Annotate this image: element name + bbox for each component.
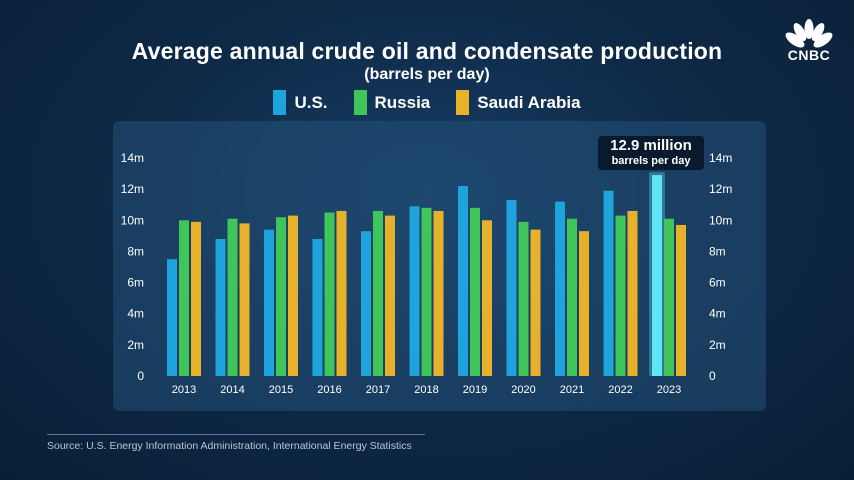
bar-us-2016 <box>312 238 323 376</box>
y-tick-label-left: 14m <box>121 151 144 165</box>
bar-russia-2016 <box>324 212 335 376</box>
y-tick-label-right: 12m <box>709 182 732 196</box>
legend-item-russia: Russia <box>353 90 431 115</box>
y-tick-label-right: 8m <box>709 244 726 258</box>
bar-russia-2018 <box>421 207 432 376</box>
y-tick-label-right: 4m <box>709 307 726 321</box>
bar-russia-2020 <box>518 221 529 376</box>
legend-swatch-saudi <box>456 90 470 115</box>
x-tick-label: 2022 <box>608 384 632 396</box>
x-tick-label: 2018 <box>414 384 438 396</box>
bar-russia-2022 <box>615 215 626 376</box>
bar-saudi-2013 <box>191 221 201 376</box>
bar-us-2022 <box>603 190 614 376</box>
legend-item-saudi: Saudi Arabia <box>456 90 581 115</box>
y-tick-label-left: 12m <box>121 182 144 196</box>
bar-saudi-2021 <box>579 231 589 376</box>
y-tick-label-left: 6m <box>127 276 144 290</box>
x-tick-label: 2017 <box>366 384 390 396</box>
bar-us-2019 <box>458 186 468 376</box>
y-tick-label-left: 0 <box>137 369 144 383</box>
y-tick-label-right: 14m <box>709 151 732 165</box>
chart-subtitle: (barrels per day) <box>364 66 490 83</box>
bar-us-2020 <box>506 200 517 376</box>
bar-saudi-2017 <box>385 215 395 376</box>
callout-unit: barrels per day <box>611 155 691 167</box>
legend: U.S. Russia Saudi Arabia <box>0 90 854 115</box>
y-tick-label-left: 10m <box>121 213 144 227</box>
bar-saudi-2019 <box>482 220 492 376</box>
bar-us-2013 <box>167 259 177 376</box>
x-tick-label: 2020 <box>511 384 535 396</box>
bar-saudi-2016 <box>336 210 347 376</box>
cnbc-peacock-icon <box>785 19 833 48</box>
source-note: Source: U.S. Energy Information Administ… <box>47 440 412 452</box>
legend-swatch-russia <box>353 90 367 115</box>
x-tick-label: 2015 <box>269 384 293 396</box>
bar-russia-2019 <box>470 207 480 376</box>
source-divider <box>47 434 425 435</box>
legend-label-saudi: Saudi Arabia <box>477 92 581 112</box>
y-tick-label-left: 8m <box>127 244 144 258</box>
bar-saudi-2022 <box>627 210 638 376</box>
legend-item-us: U.S. <box>273 90 328 115</box>
x-tick-label: 2023 <box>657 384 681 396</box>
bar-russia-2023 <box>664 218 674 376</box>
bar-saudi-2020 <box>530 229 541 376</box>
bar-russia-2015 <box>276 217 286 376</box>
legend-label-russia: Russia <box>374 92 431 112</box>
y-tick-label-right: 0 <box>709 369 716 383</box>
bar-us-2021 <box>555 201 565 376</box>
bar-us-2014 <box>215 238 226 376</box>
bar-russia-2017 <box>373 210 383 376</box>
bar-saudi-2018 <box>433 210 444 376</box>
callout-2023-us: 12.9 million barrels per day <box>598 136 704 170</box>
bar-russia-2021 <box>567 218 577 376</box>
y-tick-label-right: 2m <box>709 338 726 352</box>
bar-saudi-2014 <box>239 223 250 376</box>
bar-us-2015 <box>264 229 274 376</box>
y-tick-label-right: 10m <box>709 213 732 227</box>
x-tick-label: 2013 <box>172 384 196 396</box>
bar-us-2017 <box>361 231 371 376</box>
y-tick-label-left: 4m <box>127 307 144 321</box>
bar-us-2018 <box>409 206 420 376</box>
bar-saudi-2015 <box>288 215 298 376</box>
x-tick-label: 2021 <box>560 384 584 396</box>
legend-label-us: U.S. <box>294 92 328 112</box>
y-tick-label-left: 2m <box>127 338 144 352</box>
bar-russia-2013 <box>179 220 189 376</box>
bar-russia-2014 <box>227 218 238 376</box>
callout-value: 12.9 million <box>610 137 692 154</box>
x-tick-label: 2014 <box>220 384 244 396</box>
chart-title: Average annual crude oil and condensate … <box>131 38 723 64</box>
x-tick-label: 2019 <box>463 384 487 396</box>
x-tick-label: 2016 <box>317 384 341 396</box>
bar-saudi-2023 <box>676 224 686 376</box>
cnbc-logo-text: CNBC <box>787 47 831 63</box>
legend-swatch-us <box>273 90 287 115</box>
bar-us-2023 <box>652 175 662 376</box>
y-tick-label-right: 6m <box>709 276 726 290</box>
